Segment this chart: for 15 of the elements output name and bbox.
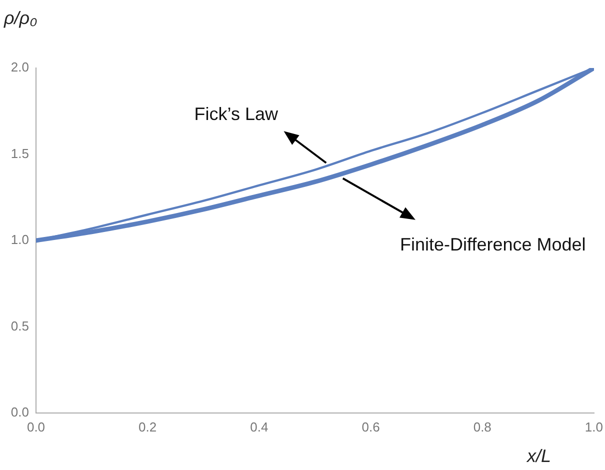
annotation: Finite-Difference Model bbox=[400, 234, 586, 254]
y-tick-label: 0.5 bbox=[10, 318, 29, 334]
x-tick-label: 0.0 bbox=[26, 419, 46, 434]
x-tick-label: 0.2 bbox=[138, 419, 157, 434]
x-tick-label: 1.0 bbox=[584, 419, 604, 434]
y-tick-label: 1.0 bbox=[10, 232, 29, 248]
annotation: Fick’s Law bbox=[194, 104, 279, 124]
x-axis-title: x/L bbox=[526, 446, 551, 466]
x-tick-label: 0.4 bbox=[250, 419, 268, 434]
y-tick-label: 0.0 bbox=[10, 404, 29, 420]
y-axis-title: ρ/ρ₀ bbox=[3, 8, 38, 28]
x-tick-label: 0.8 bbox=[473, 419, 492, 434]
y-tick-label: 2.0 bbox=[10, 60, 29, 75]
x-tick-label: 0.6 bbox=[362, 419, 380, 434]
y-tick-label: 1.5 bbox=[10, 146, 29, 161]
